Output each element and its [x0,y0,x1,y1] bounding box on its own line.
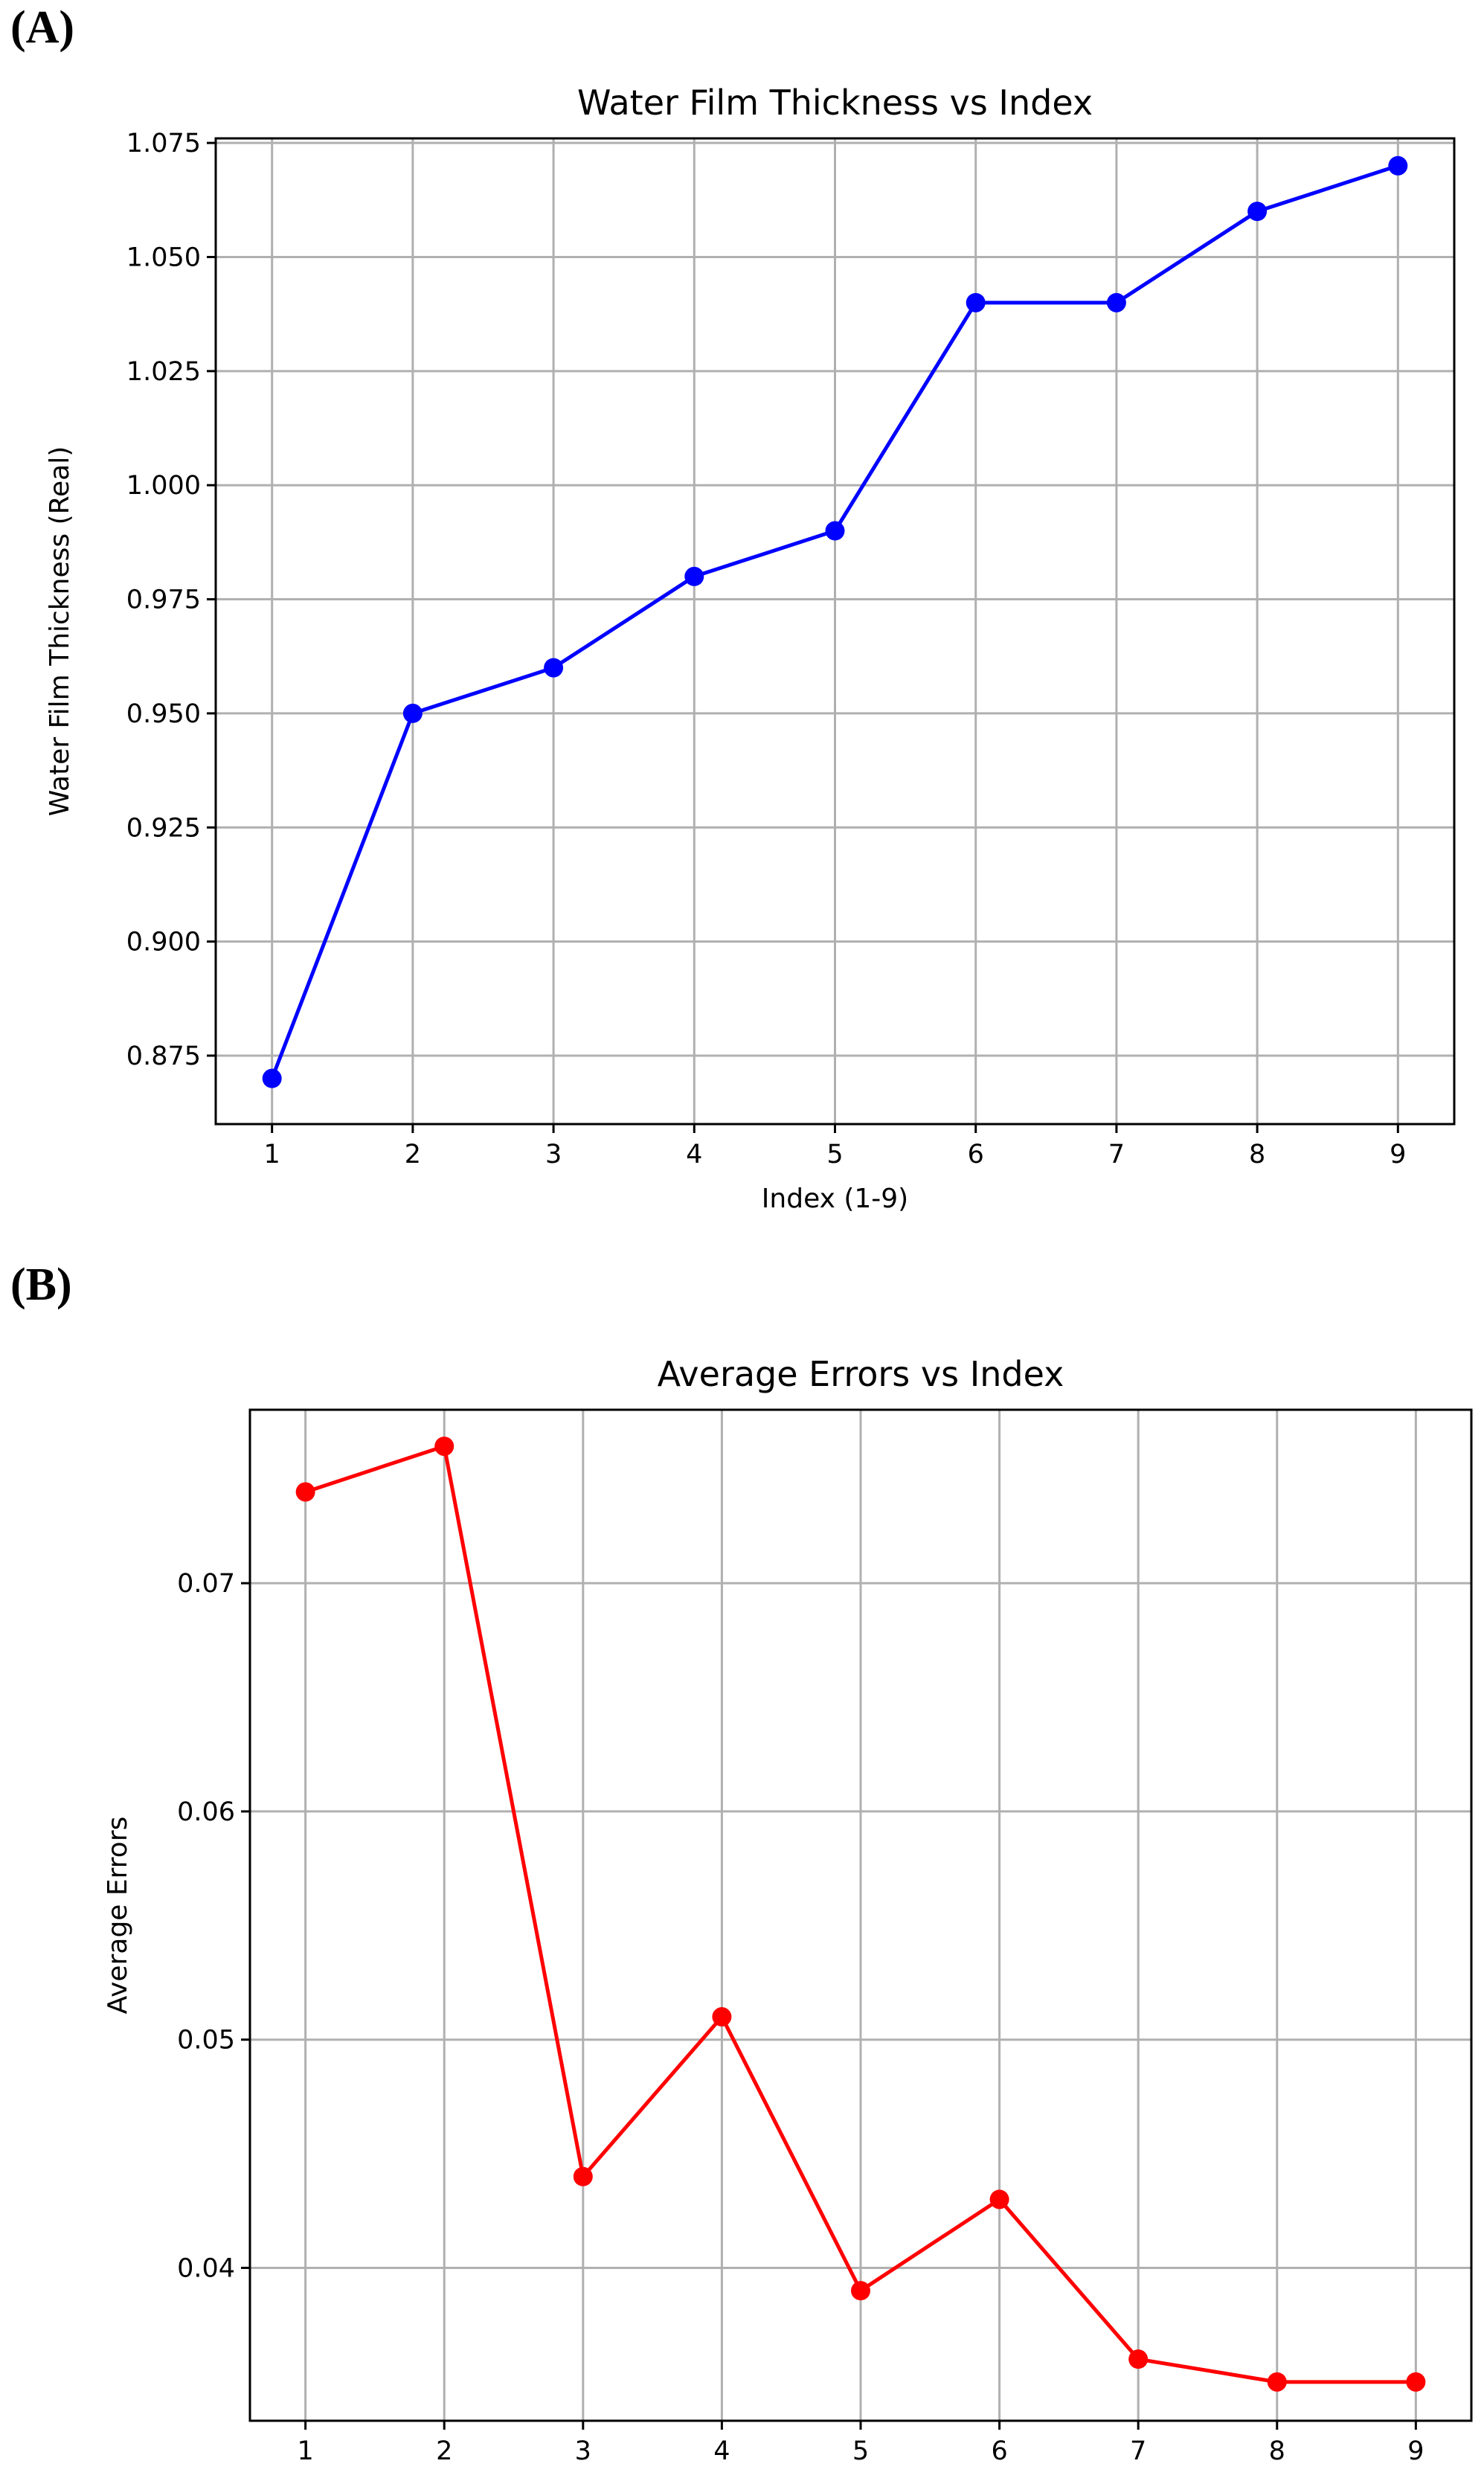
x-tick-label: 6 [968,1140,984,1169]
data-point [1388,155,1408,176]
data-point [966,292,986,312]
x-axis-label: Index (1-9) [787,2480,934,2484]
y-tick-label: 0.05 [177,2026,235,2055]
data-point [1267,2372,1287,2392]
x-tick-label: 5 [826,1140,843,1169]
data-point [684,566,704,586]
data-point [1406,2372,1426,2392]
data-point [295,1482,315,1502]
x-tick-label: 2 [436,2436,452,2466]
x-tick-label: 4 [686,1140,702,1169]
panel-label-a: (A) [10,2,75,53]
data-point [544,658,564,678]
data-point [402,703,423,723]
x-tick-label: 8 [1249,1140,1265,1169]
x-tick-label: 4 [713,2436,730,2466]
data-point [262,1068,282,1088]
plot-frame [248,1408,1473,2422]
x-tick-label: 9 [1407,2436,1424,2466]
x-axis-label: Index (1-9) [762,1184,908,1214]
y-tick-label: 0.900 [126,928,201,957]
chart-average-errors: 1 2 3 4 5 6 7 8 9 0.04 0.05 0.06 0.07 Average Errors … [103,1354,1473,2484]
data-point [1247,202,1268,222]
x-tick-label: 2 [405,1140,421,1169]
y-axis-label: Water Film Thickness (Real) [45,446,75,817]
y-axis-label: Average Errors [103,1817,133,2015]
x-tick-label: 8 [1269,2436,1285,2466]
data-point [712,2007,732,2027]
y-tick-label: 0.925 [126,813,201,843]
chart-title: Water Film Thickness vs Index [577,83,1093,123]
data-point [573,2166,593,2186]
x-tick-label: 1 [297,2436,313,2466]
data-point [434,1437,454,1457]
x-tick-label: 3 [575,2436,591,2466]
chart-water-film-thickness: 1 2 3 4 5 6 7 8 9 0.875 0.900 0.925 0.950 0.975 1.000 1… [45,83,1456,1214]
chart-title: Average Errors vs Index [658,1354,1064,1394]
y-tick-label: 0.975 [126,585,201,615]
x-tick-label: 3 [545,1140,562,1169]
data-point [989,2189,1009,2209]
data-point [825,521,845,541]
x-tick-label: 7 [1108,1140,1125,1169]
y-tick-label: 1.025 [126,357,201,387]
x-tick-label: 7 [1130,2436,1146,2466]
panel-label-b: (B) [10,1259,72,1310]
x-tick-label: 1 [264,1140,280,1169]
y-tick-label: 0.04 [177,2253,235,2283]
y-tick-label: 0.07 [177,1569,235,1599]
x-tick-label: 6 [991,2436,1007,2466]
y-tick-label: 0.950 [126,699,201,729]
data-point [851,2281,870,2301]
plot-frame [214,137,1456,1126]
y-tick-label: 1.000 [126,471,201,501]
x-tick-label: 5 [852,2436,869,2466]
data-point [1106,292,1126,312]
x-tick-label: 9 [1390,1140,1406,1169]
y-tick-label: 1.075 [126,129,201,158]
data-point [1128,2349,1149,2369]
y-tick-label: 1.050 [126,243,201,272]
y-tick-label: 0.875 [126,1042,201,1071]
y-tick-label: 0.06 [177,1797,235,1827]
